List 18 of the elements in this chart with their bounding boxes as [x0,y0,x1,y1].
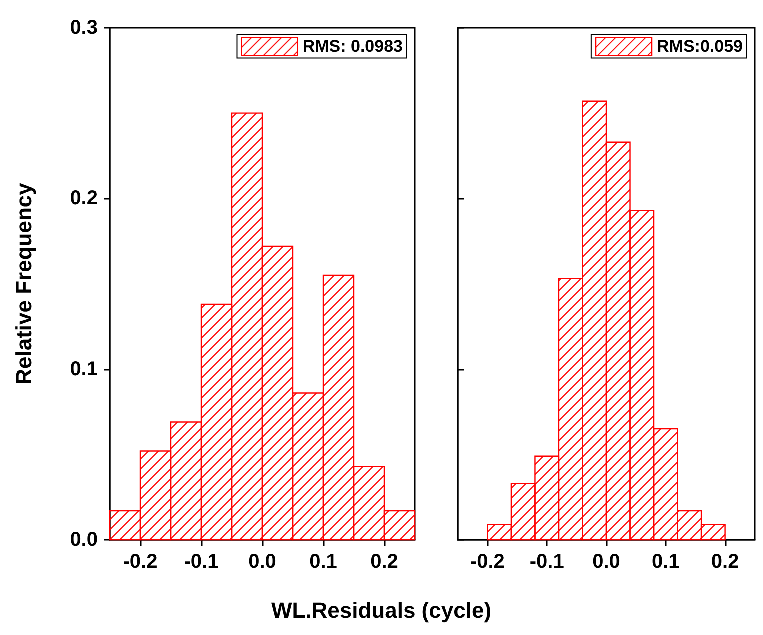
x-tick-label: 0.0 [592,551,620,573]
x-tick-label: 0.0 [248,551,276,573]
y-tick-label: 0.0 [70,529,98,551]
y-tick-label: 0.1 [70,358,98,380]
legend-label: RMS:0.059 [657,37,744,56]
x-tick-label: 0.2 [370,551,398,573]
y-tick-label: 0.3 [70,17,98,39]
x-tick-label: 0.1 [652,551,680,573]
x-tick-label: -0.2 [470,551,505,573]
legend-label: RMS: 0.0983 [302,37,404,56]
x-tick-label: 0.2 [711,551,740,573]
y-tick-label: 0.2 [70,188,98,210]
x-axis-title: WL.Residuals (cycle) [270,598,493,624]
x-tick-label: -0.1 [184,551,219,573]
y-axis-title: Relative Frequency [12,182,36,385]
x-tick-label: -0.1 [530,551,564,573]
x-tick-label: -0.2 [123,551,158,573]
x-tick-label: 0.1 [310,551,338,573]
